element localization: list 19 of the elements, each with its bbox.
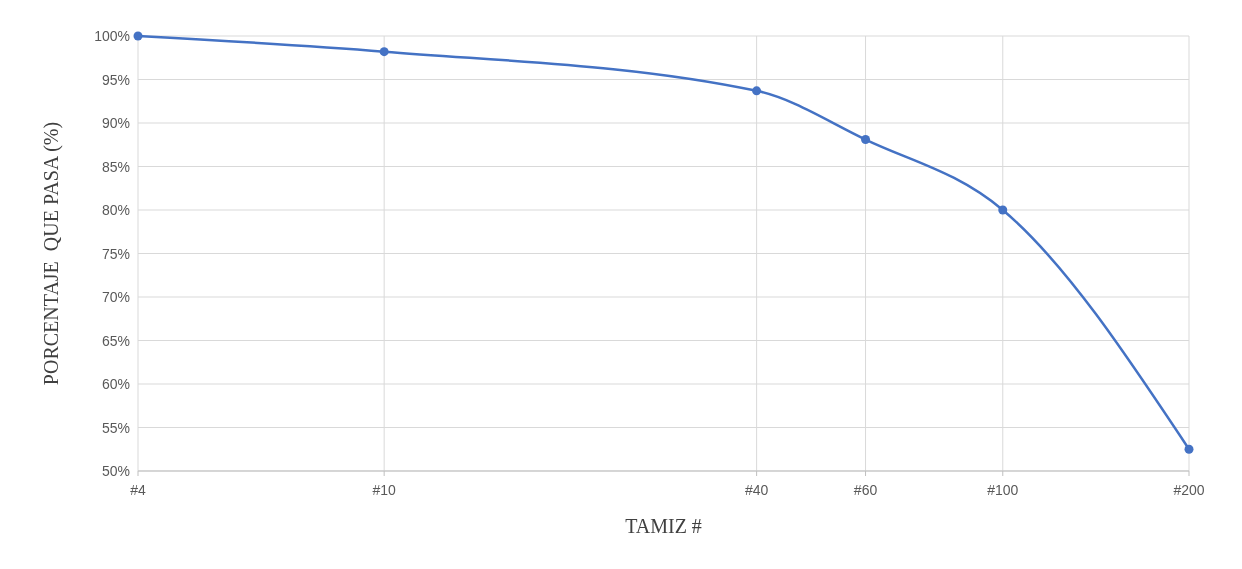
x-tick-label: #200 bbox=[1173, 482, 1205, 498]
y-tick-label: 50% bbox=[101, 463, 130, 479]
x-tick-label: #60 bbox=[853, 482, 878, 498]
y-tick-label: 90% bbox=[101, 115, 130, 131]
y-tick-label: 65% bbox=[101, 332, 130, 349]
y-tick-label: 60% bbox=[101, 376, 130, 392]
x-tick-label: #100 bbox=[987, 482, 1019, 498]
y-tick-label: 55% bbox=[101, 419, 130, 436]
y-tick-label: 85% bbox=[101, 158, 130, 175]
y-tick-label: 80% bbox=[101, 202, 130, 218]
y-tick-label: 100% bbox=[94, 28, 130, 44]
y-tick-label: 75% bbox=[101, 245, 130, 262]
y-tick-label: 95% bbox=[101, 71, 130, 88]
x-tick-label: #10 bbox=[372, 482, 397, 498]
y-tick-label: 70% bbox=[101, 289, 130, 305]
x-tick-label: #4 bbox=[130, 482, 146, 498]
x-axis-title: TAMIZ # bbox=[625, 515, 702, 537]
x-tick-label: #40 bbox=[744, 482, 769, 498]
y-axis-title: PORCENTAJE QUE PASA (%) bbox=[40, 121, 63, 386]
